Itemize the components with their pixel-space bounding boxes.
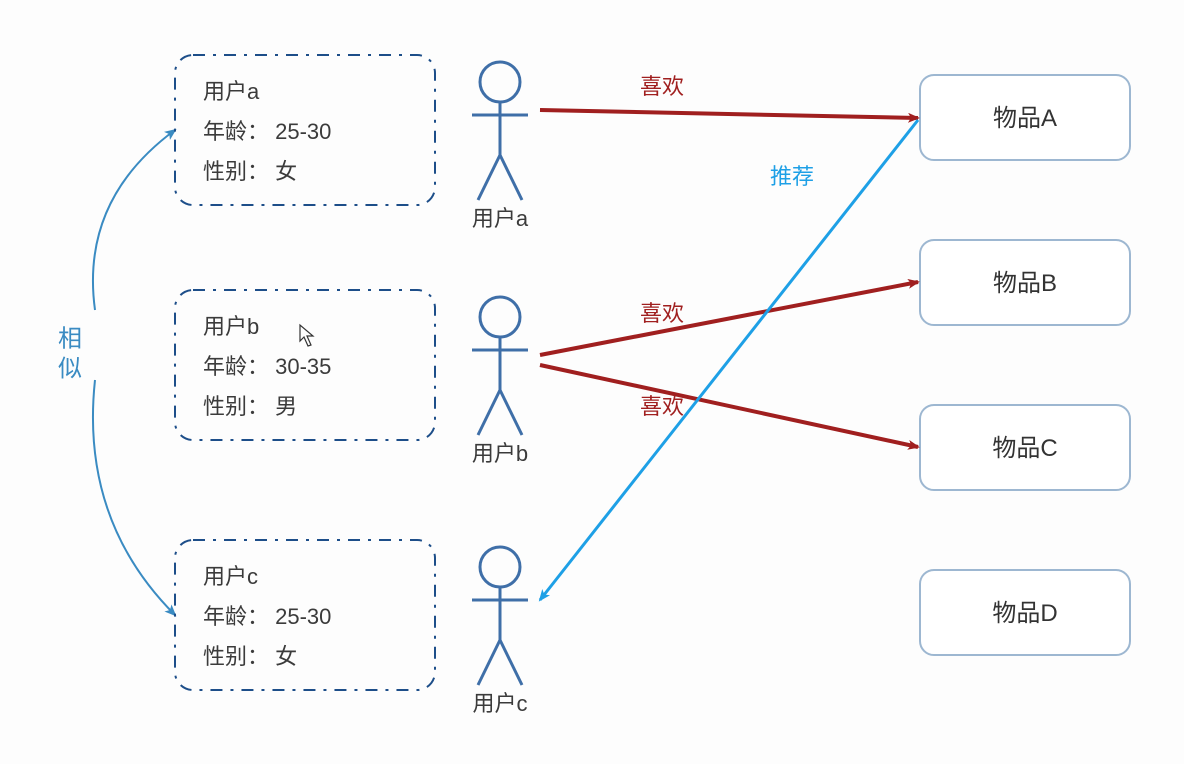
user-b: 用户b年龄： 30-35性别： 男用户b [175, 290, 528, 466]
user-c-line-2: 性别： 女 [203, 644, 297, 669]
user-b-line-1: 年龄： 30-35 [203, 354, 331, 379]
edge-like-1 [540, 282, 918, 355]
user-c-figure-icon [472, 547, 528, 685]
edge-label-like-0: 喜欢 [640, 74, 684, 99]
edge-recommend-3 [540, 120, 918, 600]
item-label-A: 物品A [993, 105, 1057, 132]
item-D: 物品D [920, 570, 1130, 655]
user-b-caption: 用户b [472, 441, 528, 466]
user-c-line-1: 年龄： 25-30 [203, 604, 331, 629]
user-a: 用户a年龄： 25-30性别： 女用户a [175, 55, 529, 231]
edge-label-like-2: 喜欢 [640, 394, 684, 419]
user-c-line-0: 用户c [203, 564, 258, 589]
item-B: 物品B [920, 240, 1130, 325]
edge-like-2 [540, 365, 918, 447]
user-a-figure-icon [472, 62, 528, 200]
item-label-D: 物品D [992, 600, 1057, 627]
cursor-icon [300, 325, 313, 346]
edge-like-0 [540, 110, 918, 118]
item-C: 物品C [920, 405, 1130, 490]
user-a-line-2: 性别： 女 [203, 159, 297, 184]
similar-label: 相 [58, 325, 82, 352]
user-a-caption: 用户a [472, 206, 529, 231]
user-a-line-1: 年龄： 25-30 [203, 119, 331, 144]
item-label-B: 物品B [993, 270, 1057, 297]
recommendation-diagram: 相似用户a年龄： 25-30性别： 女用户a用户b年龄： 30-35性别： 男用… [0, 0, 1184, 764]
user-c: 用户c年龄： 25-30性别： 女用户c [175, 540, 528, 716]
edge-label-like-1: 喜欢 [640, 301, 684, 326]
item-A: 物品A [920, 75, 1130, 160]
similar-indicator: 相似 [58, 130, 175, 615]
user-b-figure-icon [472, 297, 528, 435]
edge-label-recommend-3: 推荐 [770, 164, 814, 189]
user-c-caption: 用户c [472, 691, 527, 716]
user-a-line-0: 用户a [203, 79, 260, 104]
item-label-C: 物品C [992, 435, 1057, 462]
user-b-line-2: 性别： 男 [203, 394, 297, 419]
similar-label: 似 [58, 355, 82, 382]
user-b-line-0: 用户b [203, 314, 259, 339]
